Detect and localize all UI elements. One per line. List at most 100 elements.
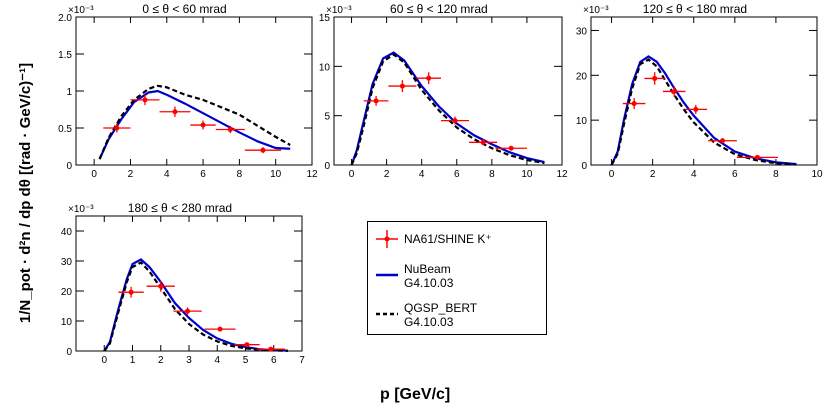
data-point <box>684 104 708 114</box>
data-point <box>708 138 737 144</box>
qgsp-bert-curve <box>98 84 291 160</box>
panel-frame <box>333 16 563 166</box>
y-tick-label: 0 <box>66 347 72 358</box>
x-tick-label: 2 <box>128 169 134 180</box>
x-axis-label: p [GeV/c] <box>380 386 451 403</box>
panel-title: 0 ≤ θ < 60 mrad <box>142 2 226 16</box>
x-tick-label: 8 <box>237 169 243 180</box>
x-tick-label: 4 <box>164 169 170 180</box>
panel-title: 60 ≤ θ < 120 mrad <box>390 2 488 16</box>
data-point <box>469 139 498 146</box>
x-tick-label: 4 <box>691 169 697 180</box>
data-point <box>416 72 441 85</box>
data-point <box>204 326 236 332</box>
nubeam-curve <box>98 89 291 160</box>
x-tick-label: 0 <box>349 169 355 180</box>
x-tick-label: 10 <box>270 169 282 180</box>
x-tick-label: 4 <box>419 169 425 180</box>
data-marker <box>508 145 514 151</box>
x-tick-label: 2 <box>158 355 164 366</box>
data-marker <box>260 147 266 153</box>
data-point <box>173 307 202 315</box>
data-marker <box>652 75 658 81</box>
nubeam-curve <box>610 55 797 166</box>
data-marker <box>754 154 760 160</box>
y-tick-label: 20 <box>576 71 588 82</box>
data-point <box>190 120 216 130</box>
x-tick-label: 5 <box>243 355 249 366</box>
x-tick-label: 8 <box>489 169 495 180</box>
data-point <box>215 125 245 134</box>
qgsp-bert-curve <box>103 261 288 352</box>
qgsp-bert-curve <box>610 58 797 166</box>
legend-nubeam-label-1: NuBeam <box>404 262 451 276</box>
panel-4: 180 ≤ θ < 280 mrad ×10⁻³ 0 1 2 3 4 5 6 7 0 10 20 30 40 <box>61 201 305 366</box>
data-marker <box>158 283 164 289</box>
x-tick-label: 8 <box>773 169 779 180</box>
data-marker <box>693 106 699 112</box>
legend-qgsp-label-2: G4.10.03 <box>404 315 454 329</box>
y-tick-label: 20 <box>61 287 73 298</box>
data-marker <box>185 308 191 314</box>
x-tick-label: 12 <box>556 169 568 180</box>
x-tick-label: 6 <box>732 169 738 180</box>
panel-title: 180 ≤ θ < 280 mrad <box>128 201 232 215</box>
qgsp-bert-curve <box>350 53 545 166</box>
data-marker <box>719 138 725 144</box>
data-point <box>256 346 286 352</box>
legend-nubeam-label-2: G4.10.03 <box>404 276 454 290</box>
y-tick-label: 15 <box>319 13 331 24</box>
data-marker <box>373 98 379 104</box>
data-marker <box>399 83 405 89</box>
panel-1: 0 ≤ θ < 60 mrad ×10⁻³ 0 2 4 6 8 10 12 0 0.5 1 1.5 2.0 <box>58 2 318 180</box>
x-tick-label: 7 <box>299 355 305 366</box>
legend-data-label: NA61/SHINE K⁺ <box>404 232 492 246</box>
data-marker <box>200 122 206 128</box>
panel-2: 60 ≤ θ < 120 mrad ×10⁻³ 0 2 4 6 8 10 12 0 5 10 15 <box>319 2 568 180</box>
x-tick-label: 6 <box>271 355 277 366</box>
x-tick-label: 1 <box>130 355 136 366</box>
data-marker <box>217 326 223 332</box>
data-marker <box>268 346 274 352</box>
legend-data-marker <box>376 230 398 248</box>
data-point <box>234 342 260 348</box>
x-tick-label: 4 <box>214 355 220 366</box>
data-marker <box>128 289 134 295</box>
exponent-label: ×10⁻³ <box>583 5 609 16</box>
y-axis-label: 1/N_pot · d²n / dp dθ [(rad · GeV/c)⁻¹] <box>17 63 34 323</box>
data-point <box>622 98 646 109</box>
x-tick-label: 10 <box>811 169 823 180</box>
data-point <box>130 94 160 106</box>
y-tick-label: 1.5 <box>58 50 72 61</box>
y-tick-label: 2.0 <box>58 13 72 24</box>
x-tick-label: 2 <box>650 169 656 180</box>
panel-frame <box>75 215 303 352</box>
data-marker <box>227 126 233 132</box>
y-axis-label-text: 1/N_pot · d²n / dp dθ [(rad · GeV/c)⁻¹] <box>17 63 34 323</box>
x-tick-label: 3 <box>186 355 192 366</box>
y-tick-label: 40 <box>61 227 73 238</box>
data-marker <box>172 109 178 115</box>
data-point <box>644 72 665 85</box>
panel-frame <box>590 16 818 166</box>
x-tick-label: 6 <box>200 169 206 180</box>
x-tick-label: 6 <box>454 169 460 180</box>
y-tick-label: 30 <box>576 26 588 37</box>
data-point <box>662 86 686 97</box>
y-tick-label: 1 <box>66 87 72 98</box>
legend-symbols <box>376 230 398 316</box>
y-tick-label: 30 <box>61 257 73 268</box>
exponent-label: ×10⁻³ <box>68 5 94 16</box>
y-tick-label: 0 <box>324 161 330 172</box>
data-point <box>146 280 175 292</box>
data-marker <box>244 342 250 348</box>
x-tick-label: 2 <box>384 169 390 180</box>
data-point <box>495 145 527 151</box>
panel-title: 120 ≤ θ < 180 mrad <box>643 2 747 16</box>
panel-3: 120 ≤ θ < 180 mrad ×10⁻³ 0 2 4 6 8 10 0 10 20 30 <box>576 2 823 180</box>
x-tick-label: 0 <box>609 169 615 180</box>
y-tick-label: 10 <box>576 116 588 127</box>
y-tick-label: 10 <box>319 62 331 73</box>
data-point <box>244 147 282 154</box>
